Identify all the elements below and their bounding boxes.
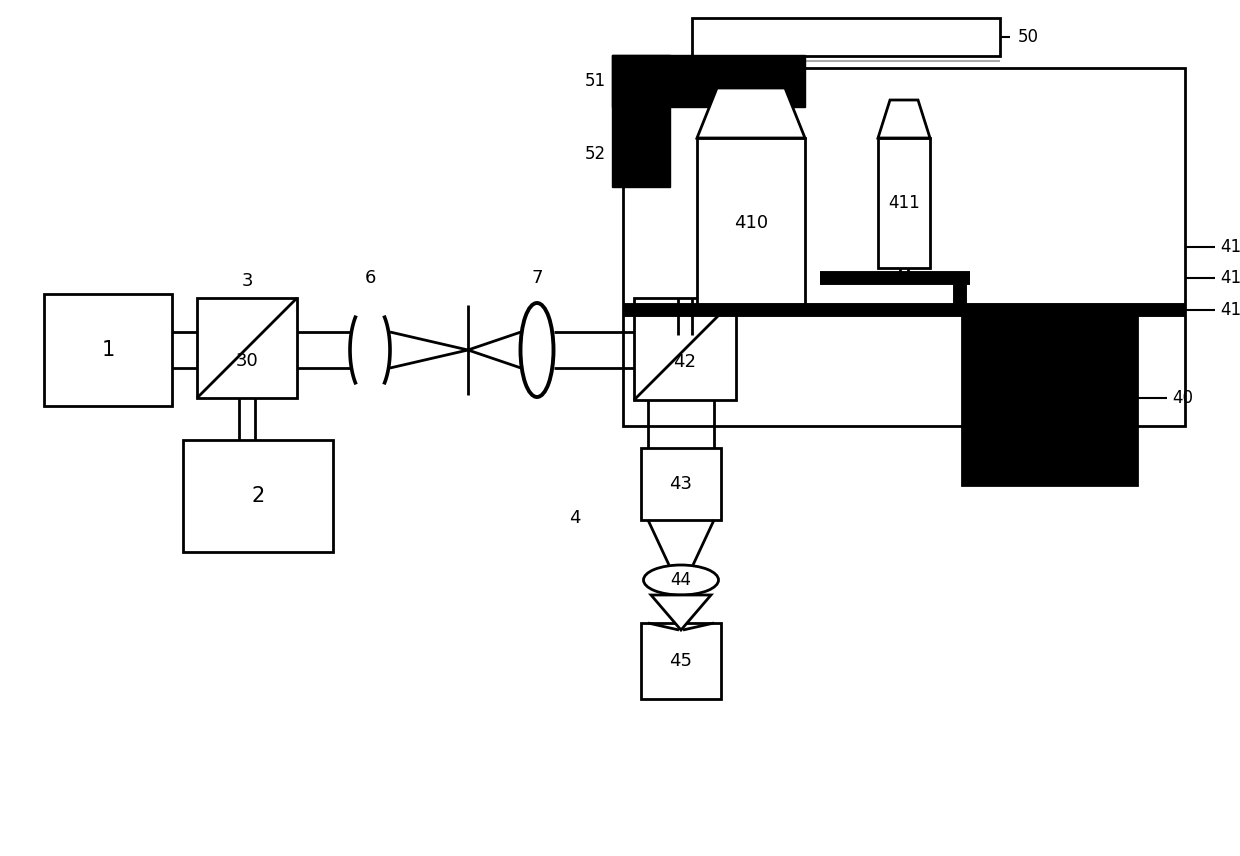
Bar — [613, 55, 670, 187]
Bar — [641, 448, 720, 520]
Bar — [878, 138, 930, 268]
Text: 1: 1 — [102, 340, 114, 360]
Text: 7: 7 — [531, 269, 543, 287]
Bar — [613, 55, 805, 107]
Text: 52: 52 — [585, 145, 606, 163]
Bar — [43, 294, 172, 406]
Text: 4: 4 — [569, 509, 580, 527]
Text: 41: 41 — [1220, 238, 1240, 256]
Polygon shape — [697, 88, 805, 138]
Text: 412: 412 — [1220, 269, 1240, 287]
Ellipse shape — [644, 565, 718, 595]
Polygon shape — [878, 100, 930, 138]
Text: 44: 44 — [671, 571, 692, 589]
Text: 40: 40 — [1172, 389, 1193, 407]
Text: 2: 2 — [252, 486, 264, 506]
Text: 50: 50 — [1018, 28, 1039, 46]
Text: 51: 51 — [585, 72, 606, 90]
Text: 3: 3 — [242, 272, 253, 290]
Bar — [622, 68, 1185, 426]
Polygon shape — [651, 595, 711, 630]
Text: 43: 43 — [670, 475, 692, 493]
Text: 6: 6 — [365, 269, 376, 287]
Bar — [184, 440, 334, 552]
Text: 30: 30 — [236, 352, 258, 370]
Bar — [197, 298, 298, 398]
Bar — [634, 298, 737, 400]
Ellipse shape — [521, 303, 553, 397]
Bar — [697, 138, 805, 308]
Bar — [641, 623, 720, 699]
Text: 45: 45 — [670, 652, 692, 670]
Text: 413: 413 — [1220, 301, 1240, 319]
Bar — [692, 18, 999, 56]
Bar — [962, 310, 1137, 485]
Text: 411: 411 — [888, 194, 920, 212]
Text: 42: 42 — [673, 354, 697, 372]
Text: 410: 410 — [734, 214, 768, 232]
